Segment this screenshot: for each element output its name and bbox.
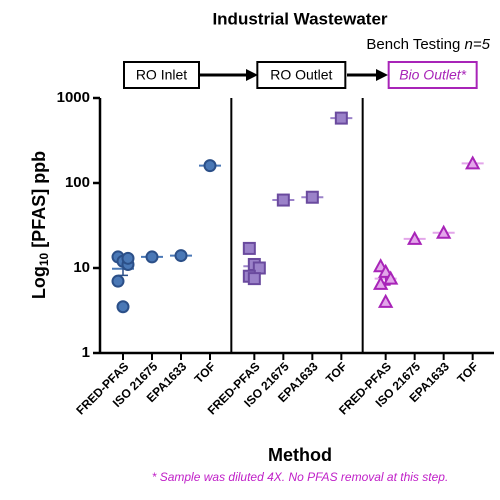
arrowhead bbox=[376, 69, 388, 81]
data-point bbox=[305, 190, 319, 204]
y-tick-label: 1000 bbox=[57, 89, 90, 106]
data-point bbox=[174, 249, 188, 263]
chart-subtitle: Bench Testing n=5 bbox=[366, 36, 490, 53]
y-tick-label: 1 bbox=[82, 344, 90, 361]
data-point bbox=[464, 155, 481, 170]
y-axis-label: Log10 [PFAS] ppb bbox=[29, 151, 51, 299]
arrowhead bbox=[246, 69, 258, 81]
data-point bbox=[242, 241, 256, 255]
sample-size: n=5 bbox=[465, 36, 491, 53]
subtitle-text: Bench Testing bbox=[366, 36, 460, 53]
data-point bbox=[116, 300, 130, 314]
x-axis-label: Method bbox=[268, 445, 332, 465]
y-tick-label: 100 bbox=[65, 174, 90, 191]
y-label-log: Log bbox=[29, 266, 49, 299]
process-box bbox=[123, 61, 200, 89]
process-arrows bbox=[199, 69, 388, 81]
x-tick-label: TOF bbox=[323, 359, 350, 386]
data-point bbox=[121, 251, 135, 265]
panel-label: Bio Outlet* bbox=[399, 67, 466, 83]
data-point bbox=[372, 275, 389, 290]
data-point bbox=[382, 270, 399, 285]
data-point bbox=[145, 250, 159, 264]
data-point bbox=[406, 230, 423, 245]
data-point bbox=[247, 272, 261, 286]
panel-label: RO Outlet bbox=[270, 67, 332, 83]
footnote: * Sample was diluted 4X. No PFAS removal… bbox=[152, 470, 449, 484]
process-box bbox=[256, 61, 347, 89]
data-point bbox=[203, 159, 217, 173]
data-point bbox=[334, 111, 348, 125]
data-point bbox=[276, 193, 290, 207]
data-point bbox=[377, 293, 394, 308]
y-label-sub: 10 bbox=[37, 253, 51, 267]
process-box bbox=[387, 61, 478, 89]
panel-label: RO Inlet bbox=[136, 67, 187, 83]
y-tick-label: 10 bbox=[73, 259, 90, 276]
data-point bbox=[111, 274, 125, 288]
x-tick-label: TOF bbox=[454, 359, 481, 386]
data-point bbox=[435, 224, 452, 239]
chart-title: Industrial Wastewater bbox=[212, 9, 387, 28]
data-point bbox=[377, 263, 394, 278]
x-tick-label: TOF bbox=[192, 359, 219, 386]
y-label-rest: [PFAS] ppb bbox=[29, 151, 49, 253]
